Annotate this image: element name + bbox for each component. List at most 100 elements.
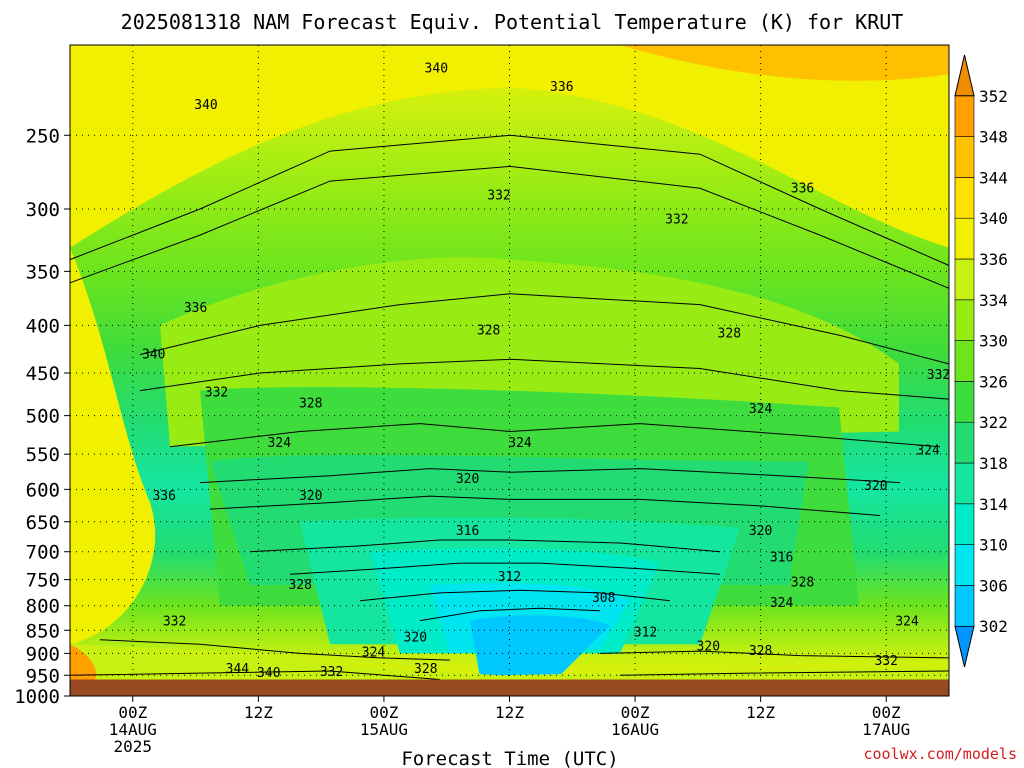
- colorbar-label: 322: [979, 413, 1008, 432]
- contour-label: 320: [404, 630, 427, 645]
- contour-label: 332: [163, 615, 186, 630]
- x-tick-label: 2025: [114, 737, 153, 756]
- contour-label: 332: [320, 665, 343, 680]
- colorbar-segment: [954, 462, 975, 505]
- x-axis-label: Forecast Time (UTC): [401, 748, 618, 768]
- y-tick-label: 500: [26, 406, 60, 428]
- colorbar-label: 330: [979, 332, 1008, 351]
- colorbar-label: 334: [979, 291, 1008, 310]
- x-tick-label: 00Z: [118, 703, 147, 722]
- x-tick-label: 14AUG: [109, 720, 157, 739]
- colorbar-segment: [954, 136, 975, 178]
- colorbar-arrow-low: [954, 625, 975, 668]
- colorbar-segment: [954, 177, 975, 219]
- y-tick-label: 650: [26, 512, 60, 534]
- contour-labels: 340 336 340 336 332 332 336 340 328 328 332 332 328 3…: [142, 62, 950, 681]
- colorbar-segment: [954, 95, 975, 137]
- colorbar-label: 348: [979, 128, 1008, 147]
- contour-line: [99, 639, 451, 661]
- x-tick-label: 00Z: [872, 703, 901, 722]
- contour-label: 324: [770, 596, 794, 611]
- contour-line: [359, 589, 671, 602]
- y-tick-label: 800: [26, 596, 60, 618]
- colorbar-segment: [954, 217, 975, 260]
- y-tick-label: 1000: [14, 686, 60, 708]
- contour-label: 340: [194, 98, 217, 113]
- y-tick-label: 700: [26, 542, 60, 564]
- contour-label: 316: [770, 551, 793, 566]
- contour-label: 320: [864, 479, 887, 494]
- contour-line: [139, 293, 950, 365]
- contour-label: 328: [477, 323, 500, 338]
- contour-label: 316: [456, 524, 479, 539]
- contour-label: 328: [299, 396, 322, 411]
- contour-line: [199, 468, 901, 484]
- contour-label: 332: [205, 385, 228, 400]
- y-axis: 2503003504004505005506006507007508008509…: [14, 125, 70, 708]
- plot-area: 340 336 340 336 332 332 336 340 328 328 332 332 328 3…: [69, 44, 950, 697]
- contour-label: 328: [288, 578, 311, 593]
- colorbar-segment: [954, 503, 975, 545]
- contour-line: [419, 607, 601, 622]
- contour-label: 312: [634, 626, 657, 641]
- x-tick-label: 00Z: [369, 703, 398, 722]
- contour-label: 336: [550, 80, 573, 95]
- contour-label: 336: [184, 301, 207, 316]
- field-bands: [70, 45, 949, 680]
- contour-line: [69, 670, 441, 680]
- contour-label: 312: [498, 570, 521, 585]
- colorbar-label: 352: [979, 87, 1008, 106]
- contour-label: 324: [508, 436, 532, 451]
- contour-line: [209, 495, 881, 516]
- x-tick-label: 12Z: [746, 703, 775, 722]
- contour-label: 320: [299, 489, 322, 504]
- x-tick-label: 16AUG: [611, 720, 659, 739]
- contour-label: 328: [791, 575, 814, 590]
- contour-label: 320: [456, 472, 479, 487]
- x-tick-label: 15AUG: [360, 720, 408, 739]
- contour-label: 320: [697, 640, 720, 655]
- contour-label: 336: [791, 181, 814, 196]
- y-tick-label: 900: [26, 643, 60, 665]
- x-tick-label: 17AUG: [862, 720, 910, 739]
- colorbar-label: 314: [979, 495, 1008, 514]
- contour-line: [249, 539, 721, 553]
- contour-label: 324: [749, 402, 773, 417]
- colorbar-label: 310: [979, 536, 1008, 555]
- x-tick-label: 12Z: [244, 703, 273, 722]
- contour-label: 340: [425, 62, 448, 77]
- band-warm-top: [70, 45, 949, 248]
- contour-label: 320: [749, 524, 772, 539]
- band-coldest: [470, 615, 610, 678]
- colorbar-label: 318: [979, 454, 1008, 473]
- contour-label: 344: [226, 662, 250, 677]
- contour-lines: [69, 134, 950, 680]
- y-tick-label: 850: [26, 620, 60, 642]
- contour-label: 332: [665, 213, 688, 228]
- contour-label: 336: [152, 489, 175, 504]
- x-tick-label: 12Z: [495, 703, 524, 722]
- band-left-yellow: [70, 247, 156, 645]
- contour-label: 328: [749, 644, 772, 659]
- band-low-yellow: [70, 644, 949, 680]
- credit-text: coolwx.com/models: [863, 745, 1017, 763]
- contour-label: 308: [592, 591, 615, 606]
- contour-label: 324: [362, 646, 386, 661]
- colorbar-segment: [954, 421, 975, 464]
- contour-label: 332: [487, 188, 510, 203]
- contour-line: [69, 134, 950, 266]
- y-tick-label: 750: [26, 570, 60, 592]
- contour-label: 340: [142, 348, 165, 363]
- colorbar-segment: [954, 258, 975, 301]
- x-tick-label: 00Z: [621, 703, 650, 722]
- contour-label: 324: [916, 444, 940, 459]
- colorbar-segment: [954, 299, 975, 341]
- contour-label: 332: [874, 654, 897, 669]
- y-tick-label: 250: [26, 125, 60, 147]
- colorbar-label: 336: [979, 250, 1008, 269]
- y-tick-label: 350: [26, 261, 60, 283]
- colorbar: 302 306 310 314 318 322 326 330 334 336 340 344 348 3…: [954, 54, 1008, 668]
- contour-line: [169, 423, 941, 448]
- y-tick-label: 450: [26, 363, 60, 385]
